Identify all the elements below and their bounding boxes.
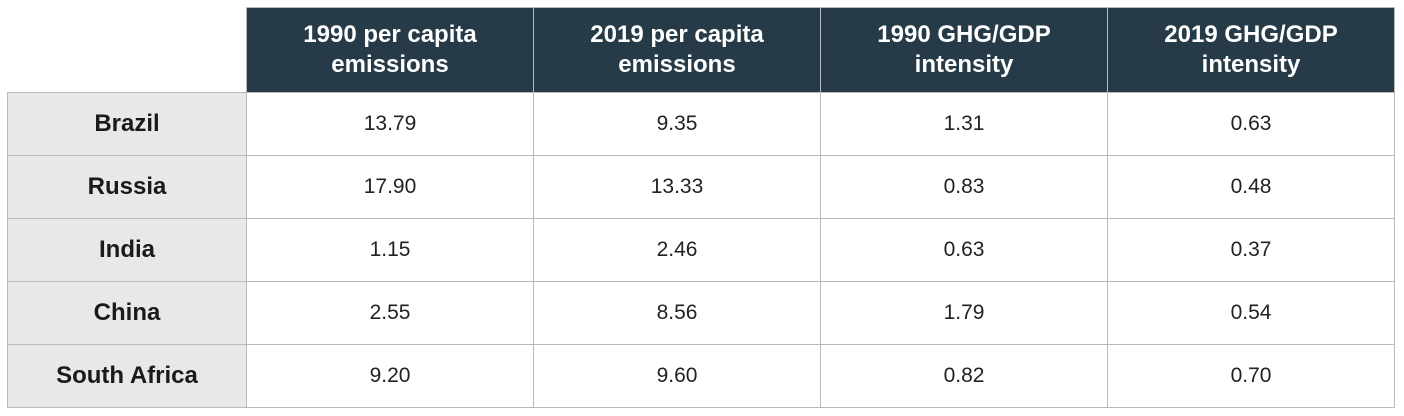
row-label-brazil: Brazil	[7, 92, 247, 156]
header-row: 1990 per capita emissions 2019 per capit…	[7, 7, 1395, 93]
cell-india-2019-per-capita: 2.46	[533, 218, 821, 282]
emissions-table-container: 1990 per capita emissions 2019 per capit…	[7, 7, 1395, 408]
cell-brazil-1990-per-capita: 13.79	[246, 92, 534, 156]
header-corner-cell	[7, 7, 247, 93]
header-2019-per-capita: 2019 per capita emissions	[533, 7, 821, 93]
cell-south-africa-1990-intensity: 0.82	[820, 344, 1108, 408]
cell-china-1990-per-capita: 2.55	[246, 281, 534, 345]
cell-russia-1990-intensity: 0.83	[820, 155, 1108, 219]
cell-china-2019-per-capita: 8.56	[533, 281, 821, 345]
cell-brazil-2019-per-capita: 9.35	[533, 92, 821, 156]
header-1990-intensity: 1990 GHG/GDP intensity	[820, 7, 1108, 93]
table-row-russia: Russia 17.90 13.33 0.83 0.48	[7, 155, 1395, 219]
cell-india-2019-intensity: 0.37	[1107, 218, 1395, 282]
row-label-russia: Russia	[7, 155, 247, 219]
cell-brazil-1990-intensity: 1.31	[820, 92, 1108, 156]
row-label-china: China	[7, 281, 247, 345]
cell-india-1990-per-capita: 1.15	[246, 218, 534, 282]
cell-china-1990-intensity: 1.79	[820, 281, 1108, 345]
table-row-china: China 2.55 8.56 1.79 0.54	[7, 281, 1395, 345]
table-row-south-africa: South Africa 9.20 9.60 0.82 0.70	[7, 344, 1395, 408]
row-label-india: India	[7, 218, 247, 282]
table-body: Brazil 13.79 9.35 1.31 0.63 Russia 17.90…	[7, 92, 1395, 408]
header-1990-per-capita: 1990 per capita emissions	[246, 7, 534, 93]
cell-south-africa-2019-per-capita: 9.60	[533, 344, 821, 408]
emissions-table: 1990 per capita emissions 2019 per capit…	[7, 7, 1395, 408]
cell-brazil-2019-intensity: 0.63	[1107, 92, 1395, 156]
cell-russia-1990-per-capita: 17.90	[246, 155, 534, 219]
table-row-india: India 1.15 2.46 0.63 0.37	[7, 218, 1395, 282]
header-2019-intensity: 2019 GHG/GDP intensity	[1107, 7, 1395, 93]
cell-south-africa-2019-intensity: 0.70	[1107, 344, 1395, 408]
cell-russia-2019-per-capita: 13.33	[533, 155, 821, 219]
table-row-brazil: Brazil 13.79 9.35 1.31 0.63	[7, 92, 1395, 156]
cell-russia-2019-intensity: 0.48	[1107, 155, 1395, 219]
table-header: 1990 per capita emissions 2019 per capit…	[7, 7, 1395, 93]
cell-south-africa-1990-per-capita: 9.20	[246, 344, 534, 408]
cell-china-2019-intensity: 0.54	[1107, 281, 1395, 345]
cell-india-1990-intensity: 0.63	[820, 218, 1108, 282]
row-label-south-africa: South Africa	[7, 344, 247, 408]
